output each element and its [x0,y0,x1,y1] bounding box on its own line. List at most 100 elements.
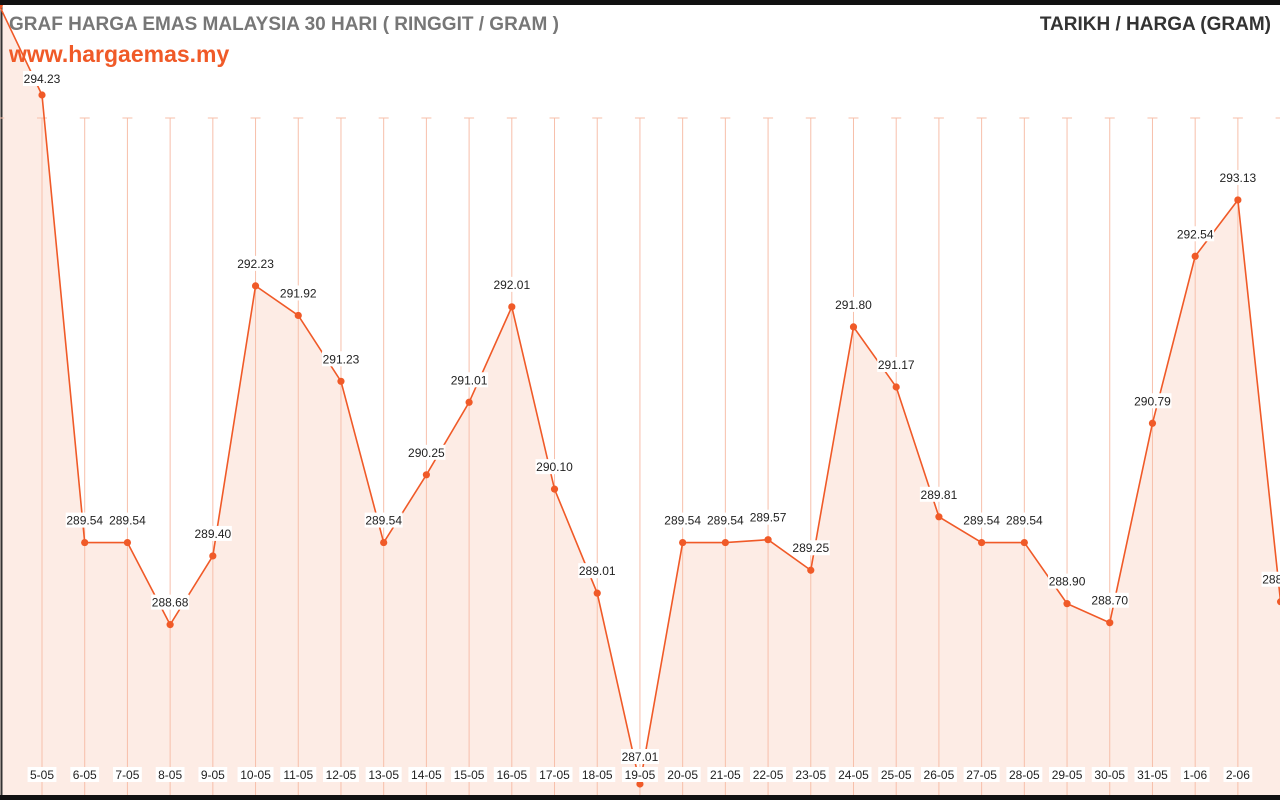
data-label: 289.54 [1006,514,1043,528]
data-label: 289.40 [194,527,231,541]
x-tick-label: 26-05 [924,768,955,782]
data-label: 291.80 [835,298,872,312]
data-label: 291.17 [878,358,915,372]
data-point [1234,196,1242,204]
data-label-bg [877,357,916,373]
data-point [892,383,900,391]
data-label: 290.79 [1134,394,1171,408]
data-label: 289.54 [109,514,146,528]
data-label-bg [620,749,659,764]
tick-label-bg [113,767,142,782]
tick-label-bg [237,767,274,782]
x-tick-label: 15-05 [454,768,485,782]
data-point [1106,619,1114,627]
tick-label-bg [155,767,185,782]
x-tick-label: 24-05 [838,768,869,782]
data-point [1020,538,1028,547]
x-tick-label: 5-05 [30,768,54,782]
tick-label-bg [536,767,573,782]
data-point [422,471,430,479]
data-point [166,621,174,629]
data-label-bg [151,594,190,610]
tick-label-bg [579,767,616,782]
data-point [209,552,217,560]
data-label: 288.70 [1091,594,1128,608]
data-label-bg [1218,169,1257,185]
tick-label-bg [198,767,228,782]
tick-label-bg [707,767,744,782]
tick-label-bg [621,767,658,782]
data-label-bg [407,444,446,460]
tick-label-bg [750,767,787,782]
x-tick-label: 14-05 [411,768,442,782]
data-label-bg [193,525,232,541]
data-point [636,780,644,788]
data-label-bg [364,512,403,528]
data-label: 291.23 [323,352,360,366]
data-label-bg [279,285,318,301]
data-label: 288.92 [1262,573,1280,587]
tick-label-bg [493,767,530,782]
data-label-bg [919,486,958,502]
data-point [380,538,388,547]
tick-label-bg [1223,767,1253,782]
data-point [935,513,943,521]
data-point [679,538,687,547]
tick-label-bg [963,767,1000,782]
data-label: 290.10 [536,460,573,474]
data-label: 290.25 [408,446,445,460]
x-tick-label: 31-05 [1137,768,1168,782]
data-point [123,538,132,547]
data-label: 291.01 [451,373,488,387]
chart-title: GRAF HARGA EMAS MALAYSIA 30 HARI ( RINGG… [9,14,559,35]
x-tick-label: 17-05 [539,768,570,782]
data-label-bg [321,351,360,367]
x-tick-label: 10-05 [240,768,271,782]
tick-label-bg [322,767,359,782]
data-point [508,303,516,311]
data-label-bg [834,296,873,312]
tick-label-bg [451,767,488,782]
data-label-bg [1005,512,1044,528]
data-label-bg [23,71,61,86]
site-url[interactable]: www.hargaemas.my [9,41,230,67]
data-label: 294.23 [24,72,61,86]
data-label-bg [108,512,147,528]
x-tick-label: 7-05 [115,768,139,782]
tick-label-bg [70,767,100,782]
x-tick-label: 18-05 [582,768,613,782]
data-label-bg [749,509,788,525]
data-label-bg [1261,571,1280,587]
data-label: 289.54 [664,514,701,528]
data-point [38,91,46,99]
tick-label-bg [365,767,402,782]
tick-label-bg [408,767,445,782]
data-label: 288.68 [152,596,189,610]
x-tick-label: 6-05 [73,768,97,782]
x-tick-label: 30-05 [1094,768,1125,782]
data-point [337,377,345,385]
data-label: 289.54 [963,514,1000,528]
x-tick-label: 19-05 [625,768,656,782]
data-point [81,538,89,547]
tick-label-bg [920,767,957,782]
axis-legend-title: TARIKH / HARGA (GRAM) [1039,14,1271,35]
bottom-border [0,795,1280,800]
tick-label-bg [1134,767,1171,782]
data-point [978,538,986,547]
x-tick-label: 20-05 [667,768,698,782]
data-point [593,589,601,597]
data-label-bg [492,276,531,292]
x-tick-label: 29-05 [1052,768,1083,782]
data-label: 289.54 [365,514,402,528]
x-tick-label: 27-05 [966,768,997,782]
x-tick-label: 8-05 [158,768,182,782]
tick-label-bg [792,767,829,782]
data-point [1276,598,1280,606]
x-tick-label: 22-05 [753,768,784,782]
tick-label-bg [1091,767,1128,782]
data-label: 289.54 [707,514,744,528]
data-point [294,311,302,320]
data-label: 288.90 [1049,575,1086,589]
